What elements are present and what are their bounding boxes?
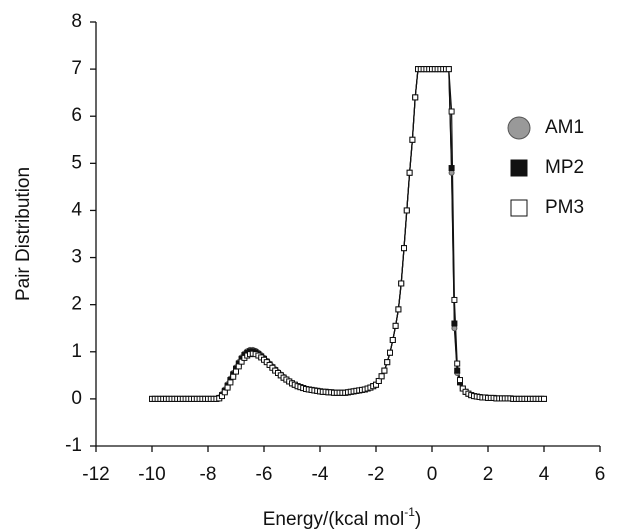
legend-label: PM3 — [545, 197, 584, 218]
legend-marker — [507, 116, 531, 140]
series-line — [152, 68, 544, 400]
y-axis-label: Pair Distribution — [13, 167, 34, 301]
y-tick-label: 2 — [71, 294, 82, 315]
x-label-text: Energy/(kcal mol — [263, 509, 405, 530]
series-line — [152, 68, 544, 400]
data-point — [448, 108, 455, 115]
data-point — [398, 280, 405, 287]
y-tick-label: 5 — [71, 152, 82, 173]
data-point — [454, 360, 461, 367]
data-point — [233, 368, 239, 375]
data-point — [451, 296, 458, 303]
x-tick-label: -4 — [312, 464, 329, 485]
x-tick-label: -6 — [256, 464, 273, 485]
data-point — [392, 322, 399, 329]
data-point — [448, 165, 455, 172]
x-label-end: ) — [415, 509, 421, 530]
data-point — [395, 306, 402, 313]
data-point — [389, 337, 396, 343]
x-tick-label: 2 — [483, 464, 494, 485]
x-tick-label: -12 — [82, 464, 109, 485]
data-point — [403, 207, 410, 214]
y-tick-label: 4 — [71, 199, 82, 220]
data-point — [451, 320, 458, 327]
x-tick-label: -10 — [138, 464, 165, 485]
series-line — [152, 68, 544, 400]
legend-marker — [510, 199, 528, 217]
data-point — [387, 349, 393, 356]
data-point — [541, 395, 547, 402]
y-tick-label: 1 — [71, 341, 82, 362]
data-point — [378, 373, 385, 380]
data-point — [224, 384, 231, 391]
y-tick-label: 6 — [71, 105, 82, 126]
x-tick-label: -2 — [368, 464, 385, 485]
data-point — [454, 367, 461, 374]
data-point — [230, 373, 237, 380]
x-tick-label: 4 — [539, 464, 550, 485]
data-point — [381, 367, 388, 374]
x-label-sup: -1 — [404, 505, 415, 519]
x-tick-label: -8 — [200, 464, 217, 485]
data-point — [445, 66, 452, 73]
y-tick-label: -1 — [65, 435, 82, 456]
data-point — [409, 136, 416, 143]
legend-label: MP2 — [545, 157, 584, 178]
legend-label: AM1 — [545, 117, 584, 138]
x-tick-label: 0 — [427, 464, 438, 485]
x-tick-label: 6 — [595, 464, 606, 485]
data-point — [457, 377, 463, 384]
y-tick-label: 7 — [71, 58, 82, 79]
y-tick-label: 0 — [71, 388, 82, 409]
x-axis-label: Energy/(kcal mol-1) — [263, 505, 422, 530]
y-tick-label: 3 — [71, 247, 82, 268]
data-point — [412, 94, 419, 101]
legend-marker — [510, 159, 528, 177]
data-point — [406, 169, 413, 176]
data-point — [401, 245, 407, 252]
y-tick-label: 8 — [71, 11, 82, 32]
data-point — [384, 359, 391, 366]
data-point — [227, 379, 234, 386]
